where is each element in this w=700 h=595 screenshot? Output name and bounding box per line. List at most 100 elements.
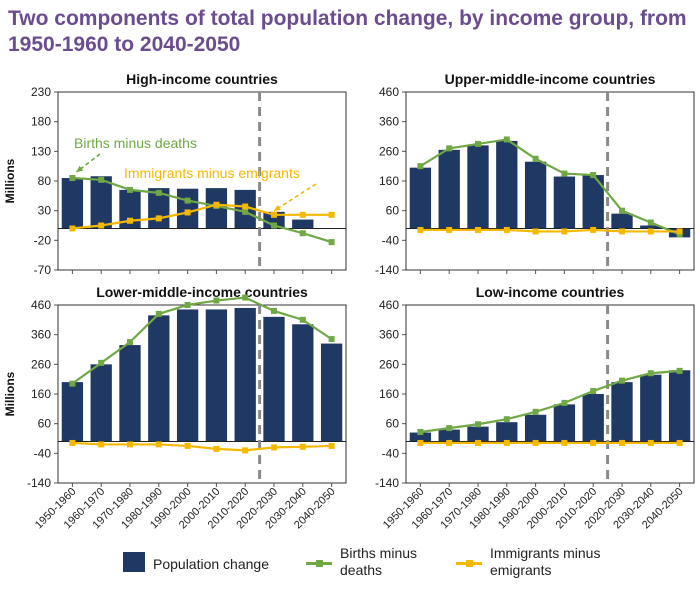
births-marker [127, 186, 133, 193]
chart-title: Upper-middle-income countries [445, 71, 656, 87]
chart-panel-2: Upper-middle-income countries 460 360 260 16… [375, 71, 695, 277]
bar [611, 382, 633, 442]
births-marker [561, 399, 568, 406]
y-tick-label: -40 [382, 233, 400, 247]
immigrants-marker [242, 447, 249, 454]
y-tick-label: 80 [38, 174, 52, 188]
bar [176, 309, 199, 442]
bar [438, 429, 460, 442]
chart-title: Lower-middle-income countries [96, 284, 308, 300]
immigrants-marker [299, 211, 306, 218]
births-line [419, 138, 681, 236]
births-marker [446, 425, 453, 432]
plot-frame [405, 304, 695, 484]
bar [640, 225, 662, 229]
y-tick-label: 460 [379, 85, 399, 99]
bar [524, 414, 547, 442]
immigrants-marker [561, 439, 568, 446]
births-marker [69, 175, 76, 182]
births-marker [213, 297, 220, 304]
bar [263, 211, 285, 229]
y-tick-label: 180 [31, 115, 51, 129]
legend-births-label: Births minus deaths [340, 545, 418, 578]
immigrants-marker [417, 226, 424, 233]
births-annotation: Births minus deaths [74, 135, 197, 151]
births-marker [184, 302, 191, 308]
bar [320, 343, 343, 442]
births-marker [271, 307, 277, 314]
births-marker [98, 176, 105, 183]
bar [496, 422, 518, 442]
plot-frame [57, 91, 347, 271]
bar [176, 188, 199, 229]
births-marker [328, 239, 335, 246]
bar [582, 175, 604, 229]
births-marker [532, 408, 539, 415]
immigrants-marker [532, 439, 539, 446]
immigrants-marker [155, 215, 162, 222]
births-marker [127, 339, 133, 346]
immigrants-marker [184, 442, 191, 449]
y-tick-label: 360 [379, 115, 399, 129]
bar [496, 140, 518, 229]
legend-population-label: Population change [153, 556, 269, 572]
immigrants-marker [446, 439, 453, 446]
bar [409, 432, 432, 442]
immigrants-annotation: Immigrants minus emigrants [124, 165, 300, 181]
immigrants-marker [98, 441, 105, 448]
bar [640, 374, 662, 442]
legend-immigrants-marker [466, 560, 473, 567]
immigrants-marker [98, 222, 105, 229]
births-marker [328, 336, 335, 343]
y-tick-label: 60 [38, 417, 52, 431]
births-marker [647, 370, 654, 377]
y-tick-label: 460 [31, 298, 51, 312]
bar [467, 145, 489, 229]
immigrants-marker [532, 228, 539, 235]
births-marker [590, 388, 597, 395]
bar [553, 176, 576, 229]
y-tick-label: -20 [34, 233, 52, 247]
immigrants-marker [271, 211, 277, 218]
immigrants-marker [590, 439, 597, 446]
bar [90, 176, 112, 229]
immigrants-line [72, 203, 332, 230]
immigrants-marker [69, 439, 76, 446]
y-tick-label: 260 [31, 357, 51, 371]
y-tick-label: 360 [379, 328, 399, 342]
immigrants-marker [676, 228, 683, 235]
immigrants-marker [127, 217, 133, 224]
births-marker [532, 155, 539, 162]
y-tick-label: -40 [34, 446, 52, 460]
y-tick-label: 260 [379, 357, 399, 371]
y-tick-label: -140 [375, 476, 399, 490]
births-marker [475, 140, 481, 147]
chart-title: High-income countries [126, 71, 278, 87]
y-tick-label: -40 [382, 446, 400, 460]
y-tick-label: 160 [379, 387, 399, 401]
immigrants-marker [503, 439, 510, 446]
bar [524, 161, 547, 229]
immigrants-marker [328, 211, 335, 218]
bar [90, 364, 112, 442]
births-marker [155, 189, 162, 196]
y-tick-label: -70 [34, 263, 52, 277]
births-marker [503, 136, 510, 143]
immigrants-marker [69, 225, 76, 232]
births-marker [503, 416, 510, 423]
immigrants-annotation-arrow [273, 183, 317, 212]
immigrants-marker [590, 226, 597, 233]
legend-population-swatch [123, 552, 145, 572]
births-marker [475, 421, 481, 428]
bar [205, 309, 228, 442]
y-tick-label: 30 [38, 204, 52, 218]
chart-panel-3: Lower-middle-income countries Millions 460… [3, 284, 347, 531]
bar [467, 426, 489, 442]
births-marker [98, 359, 105, 366]
immigrants-marker [127, 441, 133, 448]
births-marker [299, 316, 306, 323]
bar [61, 178, 84, 229]
immigrants-marker [271, 444, 277, 451]
immigrants-marker [475, 439, 481, 446]
y-axis-label: Millions [3, 158, 17, 203]
